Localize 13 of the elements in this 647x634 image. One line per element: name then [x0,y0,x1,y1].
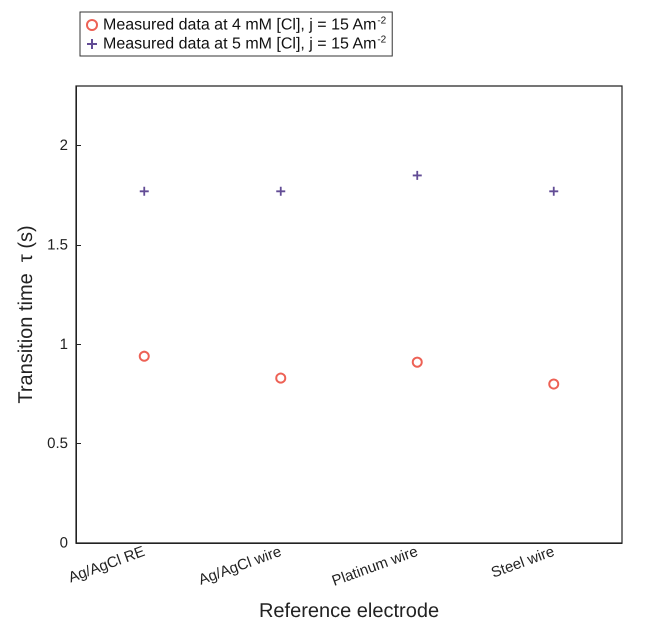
point [138,350,150,362]
y-axis-title: Transition time τ (s) [15,225,37,404]
point [275,372,286,384]
y-tick-label: 0 [60,534,68,552]
y-tick-label: 1 [60,336,68,353]
point [548,378,560,390]
point [412,170,422,180]
y-tick-label: 0.5 [47,435,68,452]
y-tick-label: 1.5 [47,236,68,254]
x-tick-label: Steel wire [488,543,557,582]
point [412,356,423,368]
x-axis-title: Reference electrode [258,600,440,622]
y-tick-label: 2 [60,137,68,154]
